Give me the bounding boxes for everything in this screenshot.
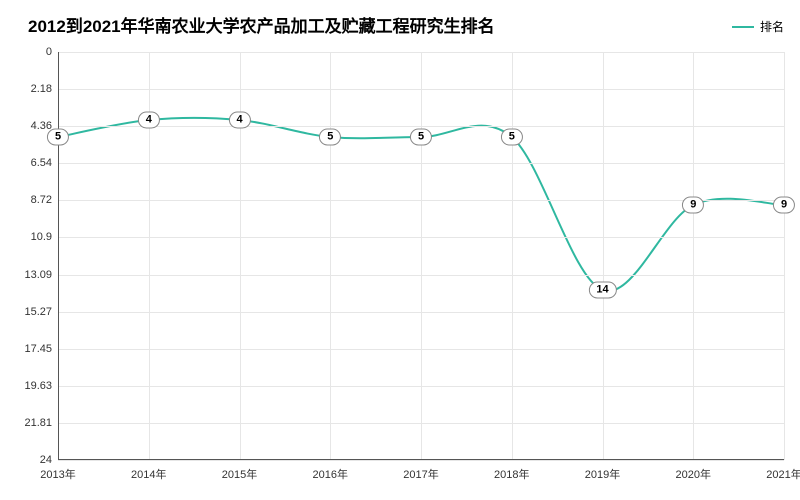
y-tick-label: 10.9 [31, 231, 58, 243]
grid-line-vertical [784, 52, 785, 460]
grid-line-vertical [512, 52, 513, 460]
plot-area: 02.184.366.548.7210.913.0915.2717.4519.6… [58, 52, 784, 460]
x-tick-label: 2021年 [766, 460, 800, 482]
y-tick-label: 6.54 [31, 157, 58, 169]
x-tick-label: 2013年 [40, 460, 75, 482]
data-point-label: 9 [682, 197, 704, 214]
data-point-label: 4 [138, 112, 160, 129]
y-tick-label: 2.18 [31, 83, 58, 95]
legend-swatch [732, 26, 754, 28]
y-tick-label: 8.72 [31, 194, 58, 206]
y-tick-label: 0 [46, 46, 58, 58]
y-tick-label: 13.09 [24, 269, 58, 281]
x-tick-label: 2020年 [676, 460, 711, 482]
chart-title: 2012到2021年华南农业大学农产品加工及贮藏工程研究生排名 [28, 12, 495, 37]
data-point-label: 5 [501, 129, 523, 146]
x-axis-line [58, 459, 784, 460]
x-tick-label: 2016年 [313, 460, 348, 482]
y-axis-line [58, 52, 59, 460]
x-tick-label: 2014年 [131, 460, 166, 482]
data-point-label: 5 [410, 129, 432, 146]
y-tick-label: 21.81 [24, 417, 58, 429]
grid-line-vertical [693, 52, 694, 460]
data-point-label: 5 [47, 129, 69, 146]
x-tick-label: 2018年 [494, 460, 529, 482]
data-point-label: 4 [228, 112, 250, 129]
chart-legend: 排名 [732, 18, 784, 35]
grid-line-vertical [421, 52, 422, 460]
data-point-label: 9 [773, 197, 795, 214]
ranking-line-chart: 2012到2021年华南农业大学农产品加工及贮藏工程研究生排名 排名 0 2.18… [0, 0, 800, 500]
x-tick-label: 2015年 [222, 460, 257, 482]
data-point-label: 14 [588, 282, 616, 299]
grid-line-vertical [603, 52, 604, 460]
y-tick-label: 19.63 [24, 380, 58, 392]
y-tick-label: 15.27 [24, 306, 58, 318]
data-point-label: 5 [319, 129, 341, 146]
grid-line-vertical [330, 52, 331, 460]
legend-label: 排名 [760, 18, 784, 35]
x-tick-label: 2019年 [585, 460, 620, 482]
x-tick-label: 2017年 [403, 460, 438, 482]
y-tick-label: 17.45 [24, 343, 58, 355]
